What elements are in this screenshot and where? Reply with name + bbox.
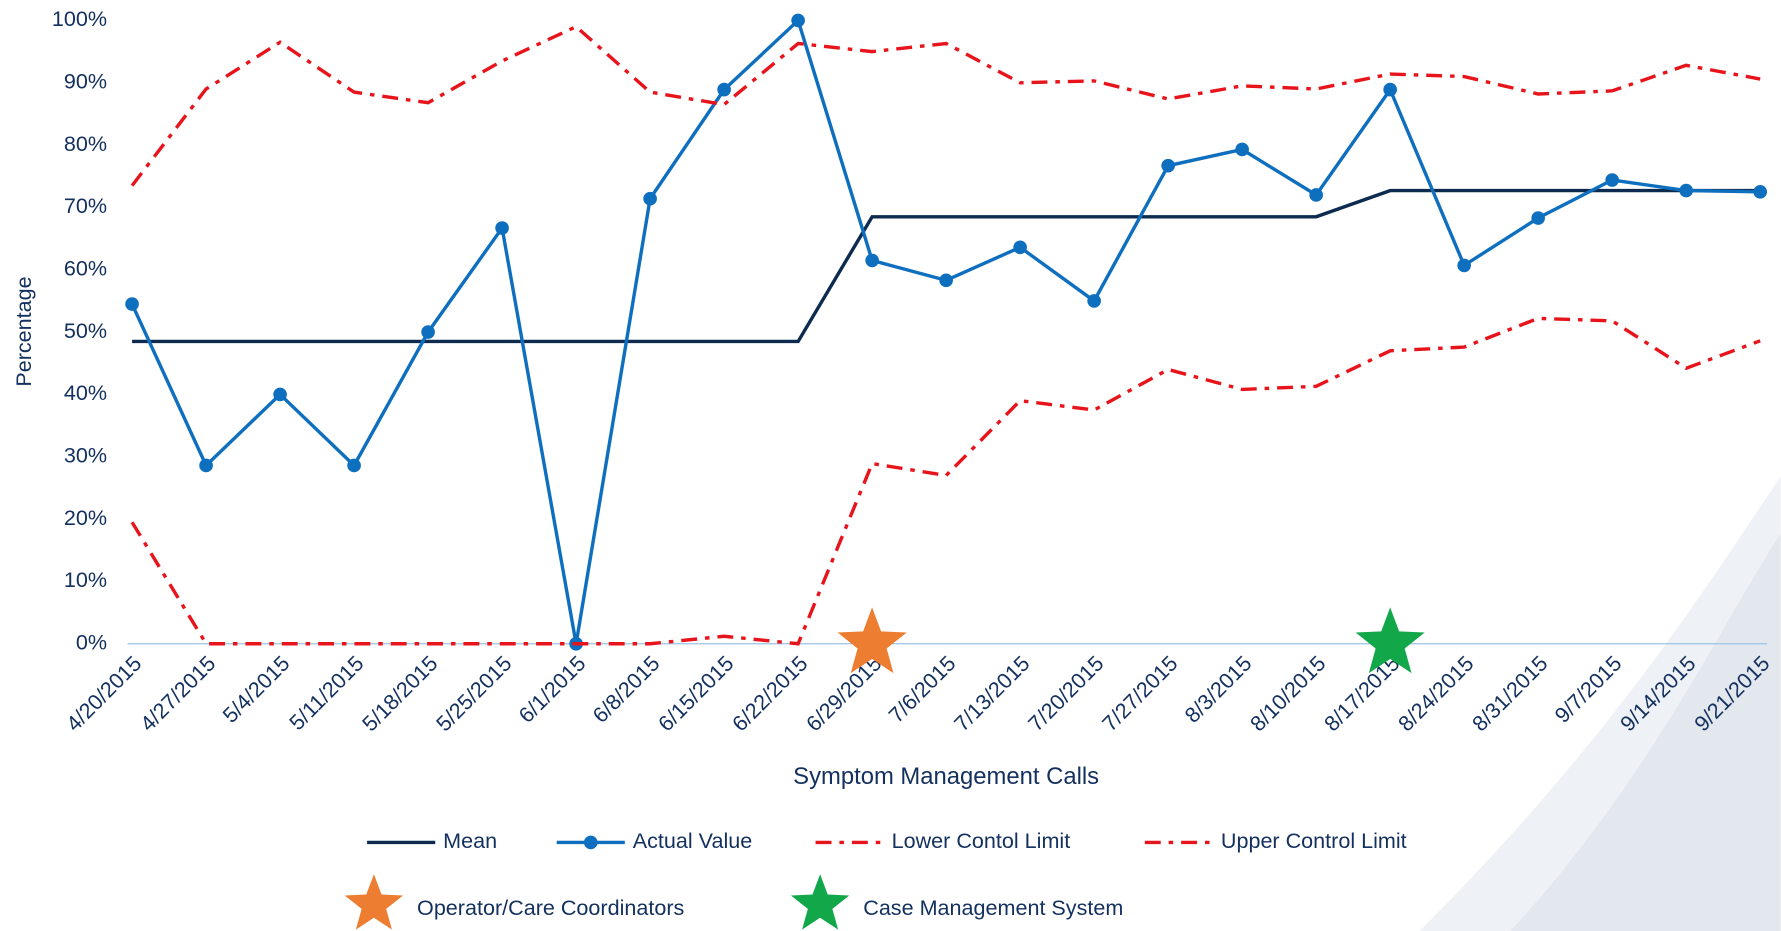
x-tick-label: 6/29/2015 (801, 651, 887, 737)
legend-item: Operator/Care Coordinators (344, 874, 684, 930)
data-point (791, 13, 805, 28)
data-point (1013, 240, 1027, 255)
x-tick-label: 6/15/2015 (653, 651, 739, 737)
data-point (1309, 188, 1323, 202)
legend-label: Actual Value (633, 828, 752, 853)
background-swoosh (1510, 533, 1781, 931)
data-point (1161, 158, 1175, 173)
y-tick-label: 60% (64, 255, 107, 280)
data-point (421, 325, 435, 339)
data-point (939, 273, 953, 288)
data-point (1235, 142, 1249, 157)
y-tick-label: 100% (52, 6, 107, 31)
legend-marker (583, 835, 598, 850)
legend-star (790, 874, 850, 930)
data-point (273, 387, 287, 402)
data-point (347, 458, 361, 473)
y-tick-label: 90% (64, 68, 107, 93)
data-point (199, 458, 213, 473)
y-tick-label: 70% (64, 193, 107, 218)
series-line (130, 24, 1761, 187)
x-tick-label: 8/3/2015 (1180, 651, 1257, 728)
data-point (717, 82, 731, 97)
data-point (643, 191, 657, 206)
y-tick-label: 10% (64, 567, 107, 592)
series-line (130, 316, 1761, 646)
x-tick-label: 6/1/2015 (513, 651, 590, 728)
legend-label: Upper Control Limit (1221, 828, 1407, 853)
x-tick-label: 5/11/2015 (284, 651, 368, 735)
legend-item: Upper Control Limit (1144, 828, 1407, 853)
legend-label: Operator/Care Coordinators (417, 895, 684, 920)
legend-item: Case Management System (790, 874, 1123, 930)
x-tick-label: 7/27/2015 (1097, 651, 1183, 737)
y-tick-label: 30% (64, 442, 107, 467)
x-tick-label: 8/17/2015 (1319, 651, 1405, 737)
x-tick-label: 6/22/2015 (727, 651, 813, 737)
legend-star (344, 874, 404, 930)
data-point (1457, 258, 1471, 273)
x-axis-label: Symptom Management Calls (793, 763, 1099, 790)
y-tick-label: 40% (64, 380, 107, 405)
x-tick-label: 4/27/2015 (135, 651, 221, 737)
series-line (130, 17, 1761, 645)
x-tick-label: 5/25/2015 (431, 651, 517, 737)
annotation-star (1355, 607, 1425, 674)
x-tick-label: 8/31/2015 (1467, 651, 1553, 737)
x-tick-label: 4/20/2015 (61, 651, 147, 737)
data-point (1679, 183, 1693, 198)
y-tick-label: 50% (64, 318, 107, 343)
legend-label: Mean (443, 828, 497, 853)
y-tick-label: 0% (76, 629, 107, 654)
x-tick-label: 8/10/2015 (1245, 651, 1331, 737)
legend-item: Mean (367, 828, 497, 853)
data-point (1087, 294, 1101, 308)
legend-label: Lower Contol Limit (892, 828, 1071, 853)
x-tick-label: 6/8/2015 (587, 651, 664, 728)
y-axis-label: Percentage (11, 276, 36, 386)
x-tick-label: 5/18/2015 (357, 651, 443, 737)
data-point (865, 253, 879, 268)
x-tick-label: 7/20/2015 (1023, 651, 1109, 737)
series-line (132, 188, 1761, 344)
data-point (1753, 185, 1768, 199)
y-tick-label: 80% (64, 131, 107, 156)
y-tick-label: 20% (64, 505, 107, 530)
legend-label: Case Management System (863, 895, 1123, 920)
data-point (1605, 173, 1619, 187)
legend-item: Lower Contol Limit (815, 828, 1071, 853)
annotation-star (837, 607, 907, 674)
data-point (1383, 82, 1397, 97)
legend-item: Actual Value (556, 828, 752, 853)
x-tick-label: 5/4/2015 (217, 651, 294, 728)
data-point (125, 297, 139, 311)
data-point (1531, 211, 1545, 225)
data-point (495, 221, 509, 235)
x-tick-label: 7/6/2015 (883, 651, 960, 728)
x-tick-label: 7/13/2015 (949, 651, 1035, 737)
